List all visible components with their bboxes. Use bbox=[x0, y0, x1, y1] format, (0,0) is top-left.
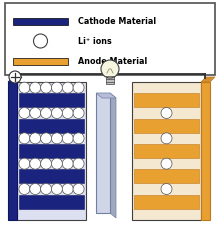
Circle shape bbox=[73, 158, 84, 169]
Circle shape bbox=[51, 184, 62, 194]
Bar bbox=[96, 93, 110, 213]
Text: Li⁺ ions: Li⁺ ions bbox=[78, 36, 112, 45]
Circle shape bbox=[62, 108, 73, 119]
Bar bbox=[19, 119, 84, 133]
Circle shape bbox=[62, 158, 73, 169]
Circle shape bbox=[9, 71, 21, 83]
Bar bbox=[13, 58, 68, 65]
Circle shape bbox=[161, 108, 172, 119]
Circle shape bbox=[19, 133, 30, 144]
Circle shape bbox=[73, 184, 84, 194]
Polygon shape bbox=[8, 77, 22, 82]
Circle shape bbox=[161, 184, 172, 194]
Circle shape bbox=[51, 108, 62, 119]
Circle shape bbox=[30, 158, 41, 169]
Bar bbox=[19, 169, 84, 183]
Bar bbox=[132, 82, 201, 220]
Bar bbox=[134, 93, 199, 107]
Circle shape bbox=[51, 158, 62, 169]
Circle shape bbox=[19, 82, 30, 93]
Circle shape bbox=[30, 108, 41, 119]
Circle shape bbox=[19, 108, 30, 119]
Circle shape bbox=[51, 133, 62, 144]
Circle shape bbox=[33, 34, 48, 48]
Circle shape bbox=[40, 184, 51, 194]
Circle shape bbox=[30, 184, 41, 194]
Bar bbox=[19, 144, 84, 158]
Circle shape bbox=[40, 82, 51, 93]
Circle shape bbox=[62, 133, 73, 144]
Bar bbox=[17, 82, 86, 220]
Circle shape bbox=[19, 158, 30, 169]
Text: Anode Material: Anode Material bbox=[78, 56, 147, 65]
Polygon shape bbox=[96, 93, 116, 98]
Bar bbox=[8, 82, 17, 220]
Circle shape bbox=[73, 82, 84, 93]
Circle shape bbox=[30, 82, 41, 93]
Circle shape bbox=[73, 108, 84, 119]
Bar bbox=[13, 18, 68, 25]
Bar bbox=[19, 93, 84, 107]
Bar bbox=[5, 3, 215, 75]
Circle shape bbox=[101, 60, 119, 78]
Polygon shape bbox=[110, 93, 116, 218]
Circle shape bbox=[73, 133, 84, 144]
Bar bbox=[134, 169, 199, 183]
Circle shape bbox=[51, 82, 62, 93]
Circle shape bbox=[161, 133, 172, 144]
Text: Cathode Material: Cathode Material bbox=[78, 16, 156, 25]
Circle shape bbox=[161, 158, 172, 169]
Circle shape bbox=[62, 82, 73, 93]
Circle shape bbox=[40, 108, 51, 119]
Bar bbox=[134, 195, 199, 209]
Polygon shape bbox=[201, 77, 215, 82]
Bar bbox=[19, 195, 84, 209]
Circle shape bbox=[40, 133, 51, 144]
Bar bbox=[134, 144, 199, 158]
Circle shape bbox=[40, 158, 51, 169]
Circle shape bbox=[30, 133, 41, 144]
Circle shape bbox=[19, 184, 30, 194]
Circle shape bbox=[62, 184, 73, 194]
Bar bbox=[106, 74, 114, 84]
Bar bbox=[134, 119, 199, 133]
Bar bbox=[201, 82, 210, 220]
